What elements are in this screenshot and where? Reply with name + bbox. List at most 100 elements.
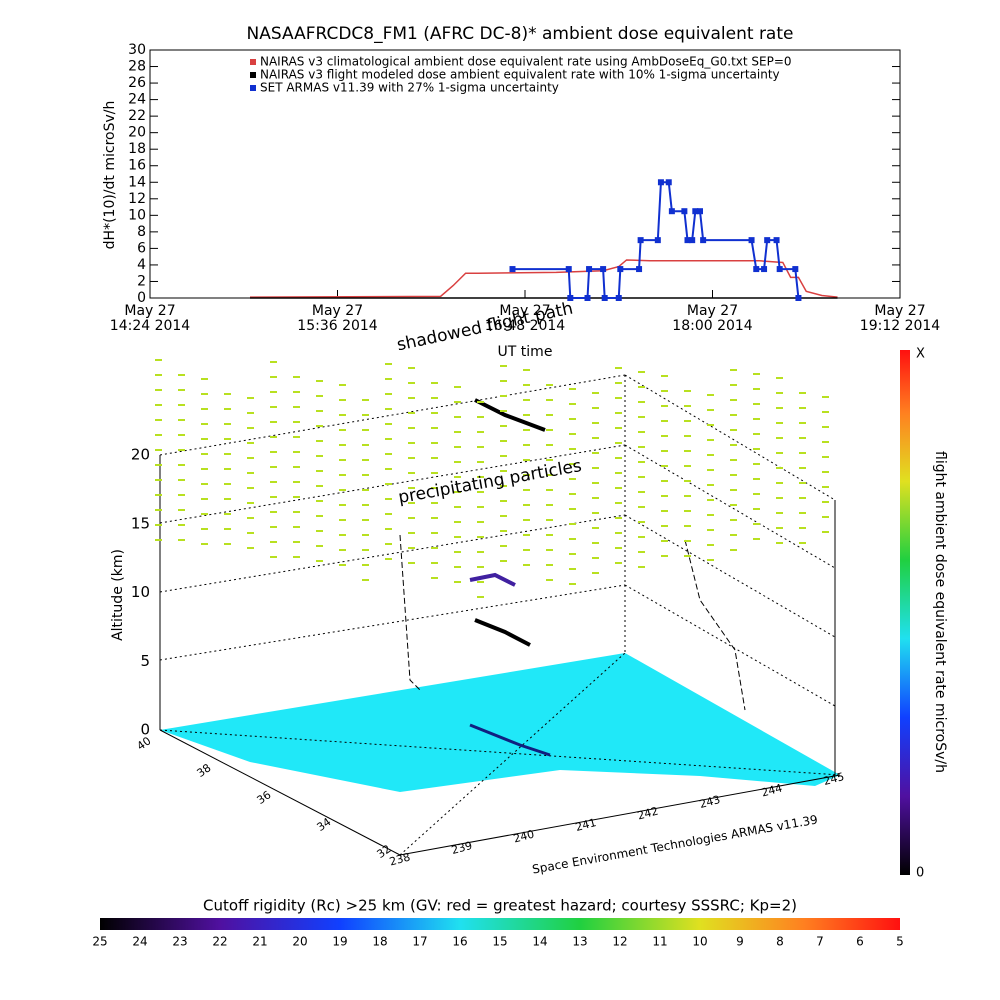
y-tick-label: 10 [128,207,146,223]
y-tick-label: 26 [128,75,146,91]
chart-title: NASAAFRCDC8_FM1 (AFRC DC-8)* ambient dos… [247,24,794,44]
cutoff-tick-label: 18 [372,935,387,949]
axis-edge [159,374,626,456]
cutoff-tick-label: 15 [492,935,507,949]
flight-path [474,618,531,647]
flight-path [474,398,546,432]
point [636,266,643,273]
y-axis-label: dH*(10)/dt microSv/h [102,101,118,250]
axis-edge [159,729,401,856]
legend-label: NAIRAS v3 flight modeled dose ambient eq… [260,68,780,82]
colorbar-label: 0 [916,866,924,881]
lon-tick-label: 238 [388,851,412,869]
point [753,266,760,273]
flight-path-shadow [684,539,746,711]
lon-tick-label: 239 [450,839,474,857]
flight-path-shadow [399,534,421,691]
lat-tick-label: 36 [255,788,274,807]
particles [155,359,829,598]
cutoff-tick-label: 14 [532,935,547,949]
y-tick-label: 18 [128,141,146,157]
altitude-tick-label: 10 [131,583,150,601]
point [795,295,802,301]
point [689,237,696,244]
legend-label: NAIRAS v3 climatological ambient dose eq… [260,55,792,69]
y-tick-label: 22 [128,108,146,124]
x-tick-label: May 27 15:36 2014 [297,303,378,334]
point [700,237,707,244]
legend-symbol [250,59,256,65]
axis-edge [624,374,836,501]
altitude-label: Altitude (km) [110,549,126,641]
point [668,208,675,215]
point [773,237,780,244]
x-tick-label: May 27 14:24 2014 [109,303,191,334]
flight-path [469,572,516,587]
cutoff-tick-label: 23 [172,935,187,949]
x-tick-label: May 27 18:00 2014 [672,303,753,334]
cutoff-tick-label: 19 [332,935,347,949]
cutoff-tick-label: 24 [132,935,147,949]
lat-tick-label: 40 [135,734,154,753]
cutoff-tick-label: 12 [612,935,627,949]
colorbar-title: flight ambient dose equivalent rate micr… [932,451,948,773]
scene-labels: 0510152040383634322382392402412422432442… [92,446,903,949]
point [792,266,799,273]
y-tick-label: 0 [137,290,146,306]
altitude-tick-label: 15 [131,514,150,532]
point [761,266,768,273]
altitude-tick-label: 5 [140,652,150,670]
cutoff-tick-label: 7 [816,935,824,949]
y-tick-label: 16 [128,158,146,174]
cutoff-tick-label: 11 [652,935,667,949]
colorbar-label: X [916,347,925,362]
y-tick-label: 6 [137,240,146,256]
y-tick-label: 2 [137,273,146,289]
y-tick-label: 4 [137,257,146,273]
cutoff-tick-label: 6 [856,935,864,949]
legend-symbol [250,72,256,78]
axis-edge [399,774,841,856]
scene [159,374,841,856]
point [617,266,624,273]
point [764,237,771,244]
point [586,266,593,273]
flight-path [469,723,551,757]
colorbar-title: Cutoff rigidity (Rc) >25 km (GV: red = g… [203,897,797,915]
point [567,295,574,301]
cutoff-tick-label: 17 [412,935,427,949]
point [654,237,661,244]
lat-tick-label: 34 [315,815,334,834]
cutoff-tick-label: 10 [692,935,707,949]
lon-tick-label: 245 [822,770,846,788]
cutoff-tick-label: 22 [212,935,227,949]
point [509,266,516,273]
point [657,179,664,186]
lat-tick-label: 38 [195,761,214,780]
dose-colorbar [900,350,910,875]
point [637,237,644,244]
point [681,208,688,215]
cutoff-colorbar [100,918,900,930]
cutoff-tick-label: 21 [252,935,267,949]
legend-symbol [250,85,256,91]
cutoff-tick-label: 25 [92,935,107,949]
annotation: precipitating particles [397,456,584,508]
series-line [249,259,838,298]
point [692,208,699,215]
cutoff-tick-label: 13 [572,935,587,949]
cutoff-tick-label: 5 [896,935,904,949]
point [601,295,608,301]
altitude-tick-label: 20 [131,446,150,464]
point [776,266,783,273]
y-tick-label: 20 [128,125,146,141]
y-tick-label: 12 [128,191,146,207]
legend-label: SET ARMAS v11.39 with 27% 1-sigma uncert… [260,81,559,95]
point [684,237,691,244]
cutoff-tick-label: 9 [736,935,744,949]
lon-tick-label: 243 [698,793,722,811]
cutoff-tick-label: 20 [292,935,307,949]
lon-tick-label: 240 [512,828,536,846]
